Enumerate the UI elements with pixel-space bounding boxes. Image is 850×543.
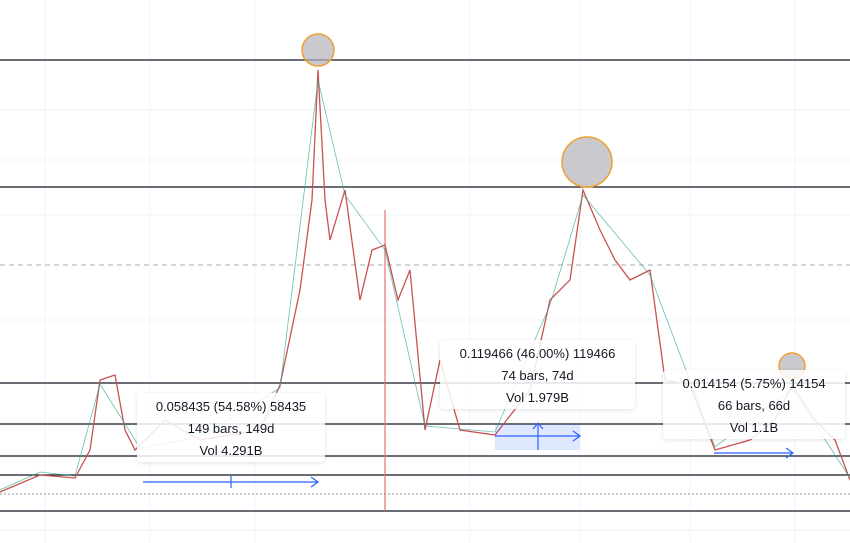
change: 0.058435 (54.58%) 58435: [155, 399, 307, 414]
change: 0.014154 (5.75%) 14154: [682, 376, 826, 391]
volume: Vol 1.1B: [729, 420, 779, 435]
price-series-up: [0, 79, 850, 491]
measure-tooltip: 0.058435 (54.58%) 58435 149 bars, 149d V…: [137, 393, 325, 462]
volume: Vol 4.291B: [199, 443, 263, 458]
measure-ranges: [143, 422, 795, 488]
measure-tooltip: 0.119466 (46.00%) 119466 74 bars, 74d Vo…: [440, 340, 635, 409]
highlight-circles: [301, 33, 806, 380]
bars: 149 bars, 149d: [187, 421, 275, 436]
horizontal-levels: [0, 59, 850, 512]
bars: 74 bars, 74d: [501, 368, 574, 383]
bars: 66 bars, 66d: [717, 398, 791, 413]
change: 0.119466 (46.00%) 119466: [459, 346, 616, 361]
volume: Vol 1.979B: [506, 390, 569, 405]
measure-tooltip: 0.014154 (5.75%) 14154 66 bars, 66d Vol …: [663, 370, 845, 439]
